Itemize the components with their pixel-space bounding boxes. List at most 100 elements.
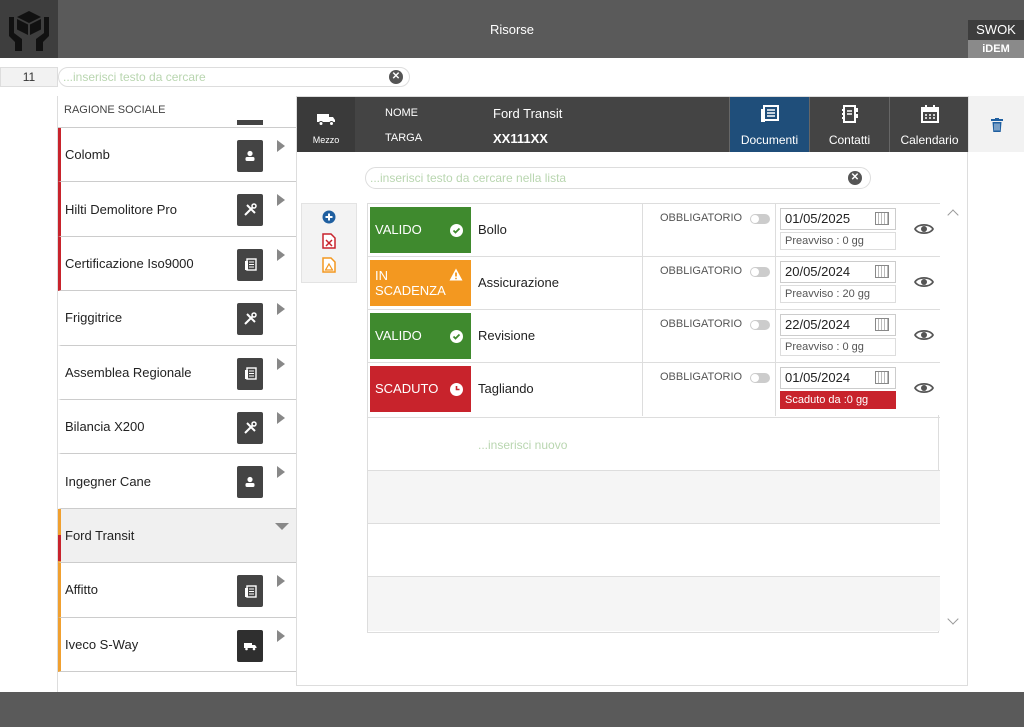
trash-icon	[991, 118, 1003, 132]
mandatory-toggle[interactable]	[750, 320, 770, 330]
status-text: VALIDO	[375, 222, 422, 237]
date-field[interactable]: 01/05/2025	[780, 208, 896, 230]
search-bar: 11 ✕	[0, 58, 1024, 96]
expired-notice: Scaduto da :0 gg	[780, 391, 896, 409]
tools-icon	[237, 194, 263, 227]
list-item[interactable]: Certificazione Iso9000	[58, 236, 296, 292]
scroll-down-icon[interactable]	[947, 613, 959, 625]
document-row[interactable]: SCADUTO Tagliando OBBLIGATORIO 01/05/202…	[368, 362, 940, 416]
document-name: Bollo	[478, 222, 507, 237]
list-item[interactable]: Hilti Demolitore Pro	[58, 182, 296, 237]
list-item-label: Affitto	[65, 582, 99, 598]
logo	[0, 0, 58, 58]
new-document-placeholder[interactable]: ...inserisci nuovo	[478, 438, 568, 452]
eye-icon[interactable]	[914, 328, 934, 342]
hands-box-logo-icon	[9, 11, 49, 51]
delete-document-button[interactable]	[320, 232, 338, 250]
list-item[interactable]: Affitto	[58, 563, 296, 618]
search-input[interactable]	[63, 68, 383, 86]
date-field[interactable]: 01/05/2024	[780, 367, 896, 389]
notice-field: Preavviso : 0 gg	[780, 338, 896, 356]
list-search[interactable]: ✕	[365, 167, 871, 189]
chevron-right-icon[interactable]	[277, 629, 285, 642]
document-row[interactable]: VALIDO Bollo OBBLIGATORIO 01/05/2025 Pre…	[368, 203, 940, 257]
eye-icon[interactable]	[914, 222, 934, 236]
brand-swok: SWOK	[968, 20, 1024, 40]
delete-resource-button[interactable]	[968, 96, 1024, 152]
eye-icon[interactable]	[914, 275, 934, 289]
list-item-label: Assemblea Regionale	[65, 364, 192, 380]
chevron-down-icon[interactable]	[275, 522, 289, 530]
calendar-icon[interactable]	[875, 371, 889, 384]
date-value: 20/05/2024	[785, 264, 851, 279]
calendar-icon[interactable]	[875, 212, 889, 225]
plate-value: XX111XX	[493, 131, 548, 146]
document-icon	[237, 357, 263, 390]
status-text: IN SCADENZA	[375, 268, 446, 298]
name-label: NOME	[385, 107, 418, 119]
calendar-icon[interactable]	[875, 265, 889, 278]
check-circle-icon	[450, 330, 463, 343]
list-item[interactable]: Ingegner Cane	[58, 454, 296, 509]
chevron-right-icon[interactable]	[277, 466, 285, 479]
scroll-up-icon[interactable]	[947, 209, 959, 221]
chevron-right-icon[interactable]	[277, 411, 285, 424]
mandatory-toggle[interactable]	[750, 267, 770, 277]
chevron-right-icon[interactable]	[277, 248, 285, 261]
chevron-right-icon[interactable]	[277, 575, 285, 588]
global-search[interactable]: ✕	[58, 67, 410, 87]
name-value: Ford Transit	[493, 106, 563, 121]
tab-calendario[interactable]: Calendario	[889, 97, 969, 152]
notice-field: Preavviso : 0 gg	[780, 232, 896, 250]
status-badge: VALIDO	[370, 313, 471, 359]
date-field[interactable]: 20/05/2024	[780, 261, 896, 283]
document-icon	[237, 248, 263, 281]
brand-idem: iDEM	[968, 40, 1024, 58]
status-badge: IN SCADENZA	[370, 260, 471, 306]
document-list: VALIDO Bollo OBBLIGATORIO 01/05/2025 Pre…	[367, 203, 940, 633]
van-icon	[317, 114, 335, 126]
list-item[interactable]: Iveco S-Way	[58, 617, 296, 672]
result-count: 11	[0, 67, 58, 87]
chevron-right-icon[interactable]	[277, 194, 285, 207]
mandatory-label: OBBLIGATORIO	[660, 212, 743, 224]
list-item[interactable]: Colomb	[58, 128, 296, 183]
clear-search-icon[interactable]: ✕	[389, 70, 403, 84]
chevron-right-icon[interactable]	[277, 303, 285, 316]
date-value: 01/05/2025	[785, 211, 851, 226]
column-header: RAGIONE SOCIALE	[64, 104, 166, 116]
list-item-selected[interactable]: Ford Transit	[58, 508, 296, 564]
list-item[interactable]: Friggitrice	[58, 291, 296, 346]
van-icon	[237, 629, 263, 662]
warning-icon	[449, 268, 463, 281]
date-field[interactable]: 22/05/2024	[780, 314, 896, 336]
tab-label: Calendario	[900, 133, 959, 147]
document-row[interactable]: IN SCADENZA Assicurazione OBBLIGATORIO 2…	[368, 256, 940, 310]
tools-icon	[237, 411, 263, 444]
chevron-right-icon[interactable]	[277, 357, 285, 370]
list-item[interactable]: Bilancia X200	[58, 399, 296, 455]
mandatory-toggle[interactable]	[750, 373, 770, 383]
document-row[interactable]: VALIDO Revisione OBBLIGATORIO 22/05/2024…	[368, 309, 940, 363]
clear-list-search-icon[interactable]: ✕	[848, 171, 862, 185]
chevron-right-icon[interactable]	[277, 140, 285, 152]
export-document-button[interactable]	[320, 256, 338, 274]
check-circle-icon	[450, 224, 463, 237]
tab-contatti[interactable]: Contatti	[809, 97, 889, 152]
page-title: Risorse	[489, 22, 535, 37]
mandatory-toggle[interactable]	[750, 214, 770, 224]
list-item[interactable]: Assemblea Regionale	[58, 345, 296, 400]
calendar-icon[interactable]	[875, 318, 889, 331]
tab-label: Contatti	[828, 133, 871, 147]
plate-label: TARGA	[385, 132, 423, 144]
add-document-button[interactable]	[320, 208, 338, 226]
document-name: Revisione	[478, 328, 536, 343]
list-search-input[interactable]	[370, 168, 840, 188]
list-item-label: Friggitrice	[65, 310, 123, 326]
tools-icon	[237, 303, 263, 336]
new-document-row[interactable]: ...inserisci nuovo	[368, 417, 940, 470]
tab-documenti[interactable]: Documenti	[729, 97, 809, 152]
status-badge: VALIDO	[370, 207, 471, 253]
eye-icon[interactable]	[914, 381, 934, 395]
mandatory-label: OBBLIGATORIO	[660, 265, 743, 277]
